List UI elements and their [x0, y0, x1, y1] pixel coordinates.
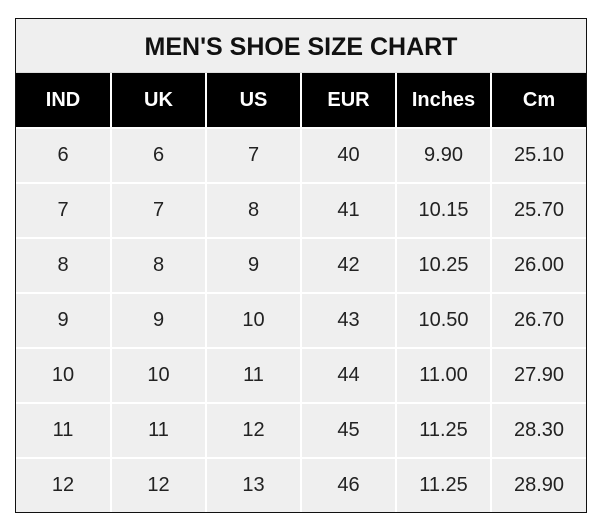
cell-eur: 45 [300, 402, 396, 458]
cell-cm: 26.00 [490, 237, 586, 293]
cell-uk: 7 [110, 182, 206, 238]
table-row: 10 10 11 44 11.00 27.90 [16, 347, 586, 403]
table-row: 12 12 13 46 11.25 28.90 [16, 457, 586, 512]
cell-cm: 27.90 [490, 347, 586, 403]
cell-uk: 12 [110, 457, 206, 512]
column-header-inches: Inches [395, 73, 491, 128]
cell-inches: 10.50 [395, 292, 491, 348]
table-row: 11 11 12 45 11.25 28.30 [16, 402, 586, 458]
cell-ind: 6 [16, 127, 111, 183]
cell-inches: 11.25 [395, 402, 491, 458]
cell-ind: 10 [16, 347, 111, 403]
size-table: IND UK US EUR Inches Cm 6 6 7 40 9.90 25.10 7 7 8 41 10… [16, 73, 586, 512]
cell-us: 8 [205, 182, 301, 238]
cell-inches: 10.15 [395, 182, 491, 238]
cell-cm: 28.90 [490, 457, 586, 512]
cell-inches: 11.25 [395, 457, 491, 512]
cell-cm: 26.70 [490, 292, 586, 348]
cell-uk: 11 [110, 402, 206, 458]
table-row: 7 7 8 41 10.15 25.70 [16, 182, 586, 238]
cell-eur: 44 [300, 347, 396, 403]
cell-us: 12 [205, 402, 301, 458]
cell-eur: 43 [300, 292, 396, 348]
column-header-cm: Cm [490, 73, 586, 128]
table-body: 6 6 7 40 9.90 25.10 7 7 8 41 10.15 25.70 8 8 9 42 10.25 2… [16, 127, 586, 512]
cell-inches: 9.90 [395, 127, 491, 183]
cell-cm: 28.30 [490, 402, 586, 458]
cell-uk: 10 [110, 347, 206, 403]
cell-ind: 11 [16, 402, 111, 458]
cell-inches: 11.00 [395, 347, 491, 403]
column-header-eur: EUR [300, 73, 396, 128]
chart-title: MEN'S SHOE SIZE CHART [16, 19, 586, 73]
size-chart-table: MEN'S SHOE SIZE CHART IND UK US EUR Inches Cm… [15, 18, 587, 513]
table-row: 8 8 9 42 10.25 26.00 [16, 237, 586, 293]
table-row: 9 9 10 43 10.50 26.70 [16, 292, 586, 348]
cell-eur: 41 [300, 182, 396, 238]
cell-ind: 7 [16, 182, 111, 238]
cell-uk: 9 [110, 292, 206, 348]
cell-us: 9 [205, 237, 301, 293]
column-header-ind: IND [16, 73, 111, 128]
cell-cm: 25.70 [490, 182, 586, 238]
cell-ind: 8 [16, 237, 111, 293]
cell-uk: 8 [110, 237, 206, 293]
header-row: IND UK US EUR Inches Cm [16, 73, 586, 128]
cell-us: 13 [205, 457, 301, 512]
cell-uk: 6 [110, 127, 206, 183]
cell-eur: 40 [300, 127, 396, 183]
cell-eur: 46 [300, 457, 396, 512]
cell-inches: 10.25 [395, 237, 491, 293]
cell-ind: 12 [16, 457, 111, 512]
cell-eur: 42 [300, 237, 396, 293]
cell-us: 11 [205, 347, 301, 403]
cell-cm: 25.10 [490, 127, 586, 183]
column-header-us: US [205, 73, 301, 128]
cell-us: 7 [205, 127, 301, 183]
cell-us: 10 [205, 292, 301, 348]
column-header-uk: UK [110, 73, 206, 128]
cell-ind: 9 [16, 292, 111, 348]
table-row: 6 6 7 40 9.90 25.10 [16, 127, 586, 183]
